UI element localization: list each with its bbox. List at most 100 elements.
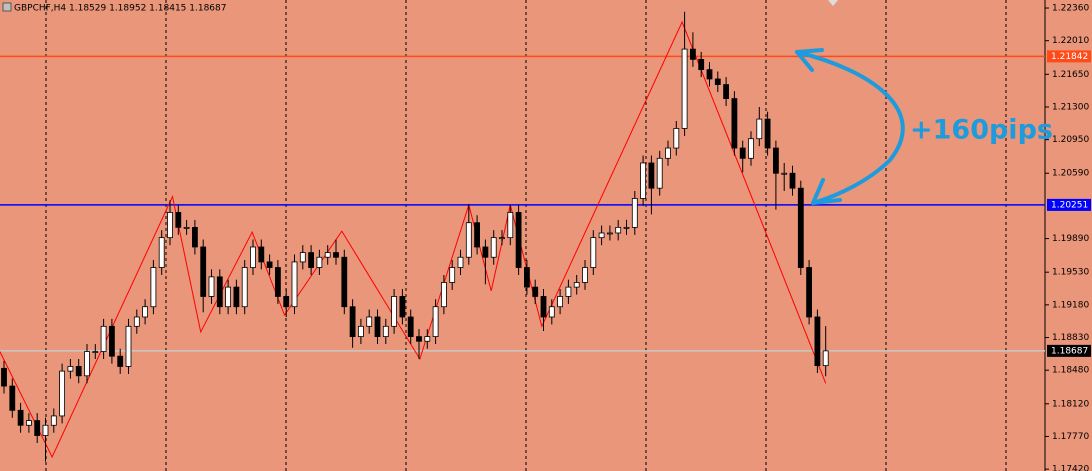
y-tick-label: 1.19180 <box>1052 300 1089 310</box>
candle-body <box>424 336 431 342</box>
candle-body <box>748 138 754 159</box>
y-tick-label: 1.19530 <box>1052 268 1089 278</box>
candle-body <box>399 296 406 318</box>
scroll-marker <box>828 0 838 6</box>
candle-body <box>474 222 481 248</box>
candle-body <box>540 296 547 318</box>
candle-body <box>673 128 680 149</box>
annotation: +160pips <box>910 115 1053 146</box>
candle-body <box>374 316 381 337</box>
candle-body <box>432 306 439 337</box>
candle-body <box>357 325 364 337</box>
candle-body <box>42 424 49 436</box>
symbol-icon <box>2 2 12 12</box>
candle-body <box>349 306 356 337</box>
y-tick-label: 1.17770 <box>1052 432 1089 442</box>
candle-body <box>681 48 688 129</box>
candle-body <box>532 286 539 297</box>
candle-body <box>191 226 198 248</box>
candle-body <box>366 316 373 327</box>
candle-body <box>781 172 788 175</box>
candle-body <box>233 286 240 308</box>
chart-title: GBPCHF,H4 1.18529 1.18952 1.18415 1.1868… <box>14 4 226 14</box>
candle-body <box>490 237 497 258</box>
candle-body <box>515 212 522 268</box>
candle-body <box>75 366 82 377</box>
plot <box>0 11 1045 462</box>
candle-body <box>814 316 821 367</box>
candle-body <box>822 350 829 367</box>
candle-body <box>557 296 563 308</box>
candle-body <box>183 226 190 229</box>
candle-body <box>524 267 530 288</box>
candle-body <box>698 58 705 71</box>
candle-body <box>582 267 588 283</box>
candle-body <box>648 162 655 189</box>
y-tick-label: 1.18120 <box>1052 399 1089 409</box>
candle-body <box>17 409 24 426</box>
candle-body <box>773 147 779 174</box>
candle-body <box>341 256 348 308</box>
candle-body <box>806 267 812 318</box>
price-tag-label: 1.18687 <box>1051 346 1088 356</box>
candle-body <box>656 157 663 189</box>
candle-body <box>225 286 232 308</box>
candle-body <box>723 84 729 99</box>
candle-body <box>789 172 796 189</box>
candle-body <box>797 187 804 268</box>
candle-body <box>9 385 16 411</box>
candle-body <box>142 306 149 318</box>
y-tick-label: 1.19890 <box>1052 234 1089 244</box>
annotation-arrow <box>795 48 905 205</box>
candle-body <box>449 267 456 283</box>
y-tick-label: 1.22010 <box>1052 36 1089 46</box>
candle-body <box>465 222 472 258</box>
candle-body <box>416 336 422 342</box>
price-tag-label: 1.20251 <box>1051 200 1088 210</box>
candle-body <box>133 316 140 327</box>
candle-body <box>299 252 306 263</box>
candle-body <box>440 282 447 308</box>
candle-body <box>640 162 646 199</box>
candle-body <box>50 415 57 426</box>
candle-body <box>216 276 223 308</box>
candle-body <box>615 226 622 234</box>
candle-body <box>92 351 99 353</box>
candle-body <box>59 370 65 417</box>
candle-body <box>274 267 281 297</box>
candle-body <box>631 198 638 228</box>
candle-body <box>25 420 32 426</box>
candle-body <box>84 351 90 377</box>
candle-body <box>756 118 763 140</box>
price-tag <box>1047 50 1091 63</box>
price-tag <box>1047 198 1091 211</box>
candle-body <box>67 366 74 372</box>
candle-body <box>457 256 464 268</box>
y-tick-label: 1.17420 <box>1052 465 1089 471</box>
candle-body <box>598 232 605 239</box>
candle-body <box>117 355 124 367</box>
candle-body <box>607 232 613 235</box>
candle-body <box>333 252 339 258</box>
candle-body <box>175 212 182 228</box>
candle-body <box>739 147 746 159</box>
candle-body <box>565 286 572 297</box>
candle-body <box>482 246 489 258</box>
y-tick-label: 1.22360 <box>1052 4 1089 14</box>
candle-body <box>316 256 323 268</box>
time-grid <box>45 0 1007 471</box>
candle-body <box>308 252 315 268</box>
candle-body <box>150 267 157 308</box>
candle-body <box>764 118 771 149</box>
y-tick-label: 1.21650 <box>1052 70 1089 80</box>
candle-body <box>158 237 165 268</box>
candle-body <box>34 420 41 436</box>
candle-body <box>100 325 107 352</box>
candle-body <box>391 296 398 327</box>
price-tag <box>1047 344 1091 357</box>
candle-body <box>714 78 721 85</box>
price-tag-label: 1.21842 <box>1051 52 1088 62</box>
candle-body <box>208 276 215 297</box>
y-tick-label: 1.18830 <box>1052 333 1089 343</box>
